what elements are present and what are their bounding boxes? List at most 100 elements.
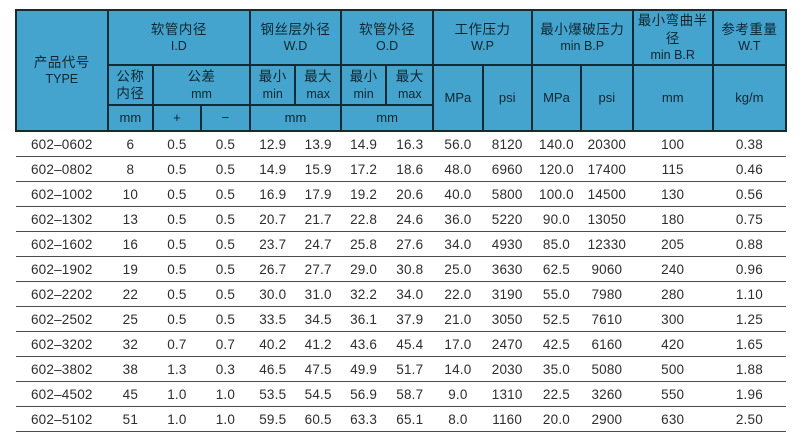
hose-spec-table: 产品代号 TYPE 软管内径 I.D 钢丝层外径 W.D 软管外径 O.D 工作… bbox=[15, 8, 788, 432]
cell-wd-min: 12.9 bbox=[250, 131, 296, 158]
cell-wp-mpa: 48.0 bbox=[433, 156, 483, 183]
cell-bp-mpa: 55.0 bbox=[531, 281, 582, 308]
cell-bp-mpa: 85.0 bbox=[531, 231, 582, 258]
cell-wp-psi: 3630 bbox=[482, 256, 532, 283]
cell-wt-kgm: 0.88 bbox=[712, 231, 786, 258]
cell-tolerance-minus: 0.7 bbox=[200, 331, 251, 358]
cell-wd-min: 23.7 bbox=[250, 231, 296, 258]
table-row: 602–1002 10 0.5 0.5 16.9 17.9 19.2 20.6 40.0 5800… bbox=[16, 181, 786, 208]
cell-tolerance-plus: 0.5 bbox=[153, 231, 201, 258]
header-group-br: 最小弯曲半径 min B.R bbox=[631, 8, 714, 67]
cell-wt-kgm: 0.46 bbox=[712, 156, 786, 183]
cell-product-code: 602–0802 bbox=[16, 156, 108, 183]
cell-wp-psi: 2470 bbox=[482, 331, 532, 358]
cell-br-mm: 240 bbox=[632, 256, 713, 283]
table-row: 602–1302 13 0.5 0.5 20.7 21.7 22.8 24.6 36.0 5220… bbox=[16, 206, 786, 233]
header-bp-psi-unit: psi bbox=[580, 64, 634, 133]
cell-bp-psi: 7610 bbox=[581, 306, 633, 333]
hose-spec-table-container: 产品代号 TYPE 软管内径 I.D 钢丝层外径 W.D 软管外径 O.D 工作… bbox=[15, 8, 788, 432]
cell-tolerance-minus: 1.0 bbox=[200, 406, 251, 432]
cell-tolerance-plus: 0.5 bbox=[153, 156, 201, 183]
cell-bp-psi: 9060 bbox=[581, 256, 633, 283]
cell-nominal-id: 51 bbox=[107, 406, 154, 432]
cell-tolerance-minus: 0.5 bbox=[200, 131, 251, 158]
cell-wt-kgm: 2.50 bbox=[712, 406, 786, 432]
table-row: 602–1602 16 0.5 0.5 23.7 24.7 25.8 27.6 34.0 4930… bbox=[16, 231, 786, 258]
cell-od-max: 27.6 bbox=[386, 231, 434, 258]
cell-wt-kgm: 1.65 bbox=[712, 331, 786, 358]
header-group-od: 软管外径 O.D bbox=[339, 8, 435, 67]
cell-wd-max: 54.5 bbox=[295, 381, 341, 408]
header-bp-mpa-unit: MPa bbox=[530, 64, 583, 133]
header-group-wd: 钢丝层外径 W.D bbox=[249, 8, 342, 67]
cell-bp-psi: 2900 bbox=[581, 406, 633, 432]
header-product-code-zh: 产品代号 bbox=[33, 54, 90, 70]
cell-wd-max: 13.9 bbox=[295, 131, 341, 158]
cell-tolerance-minus: 0.5 bbox=[200, 256, 251, 283]
cell-wd-max: 27.7 bbox=[295, 256, 341, 283]
cell-wp-psi: 3190 bbox=[482, 281, 532, 308]
cell-wp-psi: 4930 bbox=[482, 231, 532, 258]
cell-wp-mpa: 56.0 bbox=[433, 131, 483, 158]
cell-bp-psi: 13050 bbox=[581, 206, 633, 233]
table-row: 602–0802 8 0.5 0.5 14.9 15.9 17.2 18.6 48.0 6960 1… bbox=[16, 156, 786, 183]
cell-wt-kgm: 0.96 bbox=[712, 256, 786, 283]
cell-od-min: 32.2 bbox=[340, 281, 387, 308]
header-wd-mm-unit: mm bbox=[249, 104, 342, 133]
cell-bp-psi: 17400 bbox=[581, 156, 633, 183]
cell-product-code: 602–2202 bbox=[16, 281, 108, 308]
cell-wt-kgm: 1.10 bbox=[712, 281, 786, 308]
cell-bp-mpa: 22.5 bbox=[531, 381, 582, 408]
cell-br-mm: 500 bbox=[632, 356, 713, 383]
cell-od-max: 18.6 bbox=[386, 156, 434, 183]
header-wd-max: 最大 max bbox=[294, 64, 342, 107]
cell-bp-psi: 12330 bbox=[581, 231, 633, 258]
table-row: 602–5102 51 1.0 1.0 59.5 60.5 63.3 65.1 8.0 1160 2… bbox=[16, 406, 786, 432]
cell-nominal-id: 38 bbox=[107, 356, 154, 383]
cell-od-min: 63.3 bbox=[340, 406, 387, 432]
cell-od-max: 45.4 bbox=[386, 331, 434, 358]
cell-nominal-id: 8 bbox=[107, 156, 154, 183]
cell-wt-kgm: 0.56 bbox=[712, 181, 786, 208]
cell-od-min: 56.9 bbox=[340, 381, 387, 408]
cell-od-min: 29.0 bbox=[340, 256, 387, 283]
cell-wd-min: 33.5 bbox=[250, 306, 296, 333]
cell-od-min: 17.2 bbox=[340, 156, 387, 183]
cell-od-max: 34.0 bbox=[386, 281, 434, 308]
cell-br-mm: 300 bbox=[632, 306, 713, 333]
cell-od-max: 30.8 bbox=[386, 256, 434, 283]
cell-od-min: 36.1 bbox=[340, 306, 387, 333]
cell-wd-min: 53.5 bbox=[250, 381, 296, 408]
cell-br-mm: 115 bbox=[632, 156, 713, 183]
cell-wd-max: 31.0 bbox=[295, 281, 341, 308]
cell-wt-kgm: 0.75 bbox=[712, 206, 786, 233]
cell-product-code: 602–5102 bbox=[16, 406, 108, 432]
cell-od-min: 43.6 bbox=[340, 331, 387, 358]
cell-bp-mpa: 52.5 bbox=[531, 306, 582, 333]
cell-nominal-id: 16 bbox=[107, 231, 154, 258]
cell-wp-psi: 3050 bbox=[482, 306, 532, 333]
header-wd-min: 最小 min bbox=[249, 64, 297, 107]
cell-wp-psi: 1160 bbox=[482, 406, 532, 432]
cell-br-mm: 100 bbox=[632, 131, 713, 158]
header-tolerance-plus: + bbox=[152, 104, 202, 133]
cell-wd-min: 14.9 bbox=[250, 156, 296, 183]
cell-nominal-id: 45 bbox=[107, 381, 154, 408]
cell-wp-mpa: 34.0 bbox=[433, 231, 483, 258]
cell-bp-psi: 20300 bbox=[581, 131, 633, 158]
table-row: 602–4502 45 1.0 1.0 53.5 54.5 56.9 58.7 9.0 1310 2… bbox=[16, 381, 786, 408]
cell-wd-min: 20.7 bbox=[250, 206, 296, 233]
table-body: 602–0602 6 0.5 0.5 12.9 13.9 14.9 16.3 56.0 8120 1… bbox=[16, 131, 786, 432]
cell-product-code: 602–1002 bbox=[16, 181, 108, 208]
header-product-code: 产品代号 TYPE bbox=[15, 8, 109, 133]
cell-tolerance-minus: 0.5 bbox=[200, 156, 251, 183]
cell-wp-mpa: 9.0 bbox=[433, 381, 483, 408]
cell-wd-max: 17.9 bbox=[295, 181, 341, 208]
header-od-max: 最大 max bbox=[385, 64, 435, 107]
header-group-wp: 工作压力 W.P bbox=[432, 8, 533, 67]
cell-od-min: 49.9 bbox=[340, 356, 387, 383]
cell-bp-psi: 14500 bbox=[581, 181, 633, 208]
cell-br-mm: 130 bbox=[632, 181, 713, 208]
cell-tolerance-plus: 0.5 bbox=[153, 181, 201, 208]
cell-wd-min: 46.5 bbox=[250, 356, 296, 383]
